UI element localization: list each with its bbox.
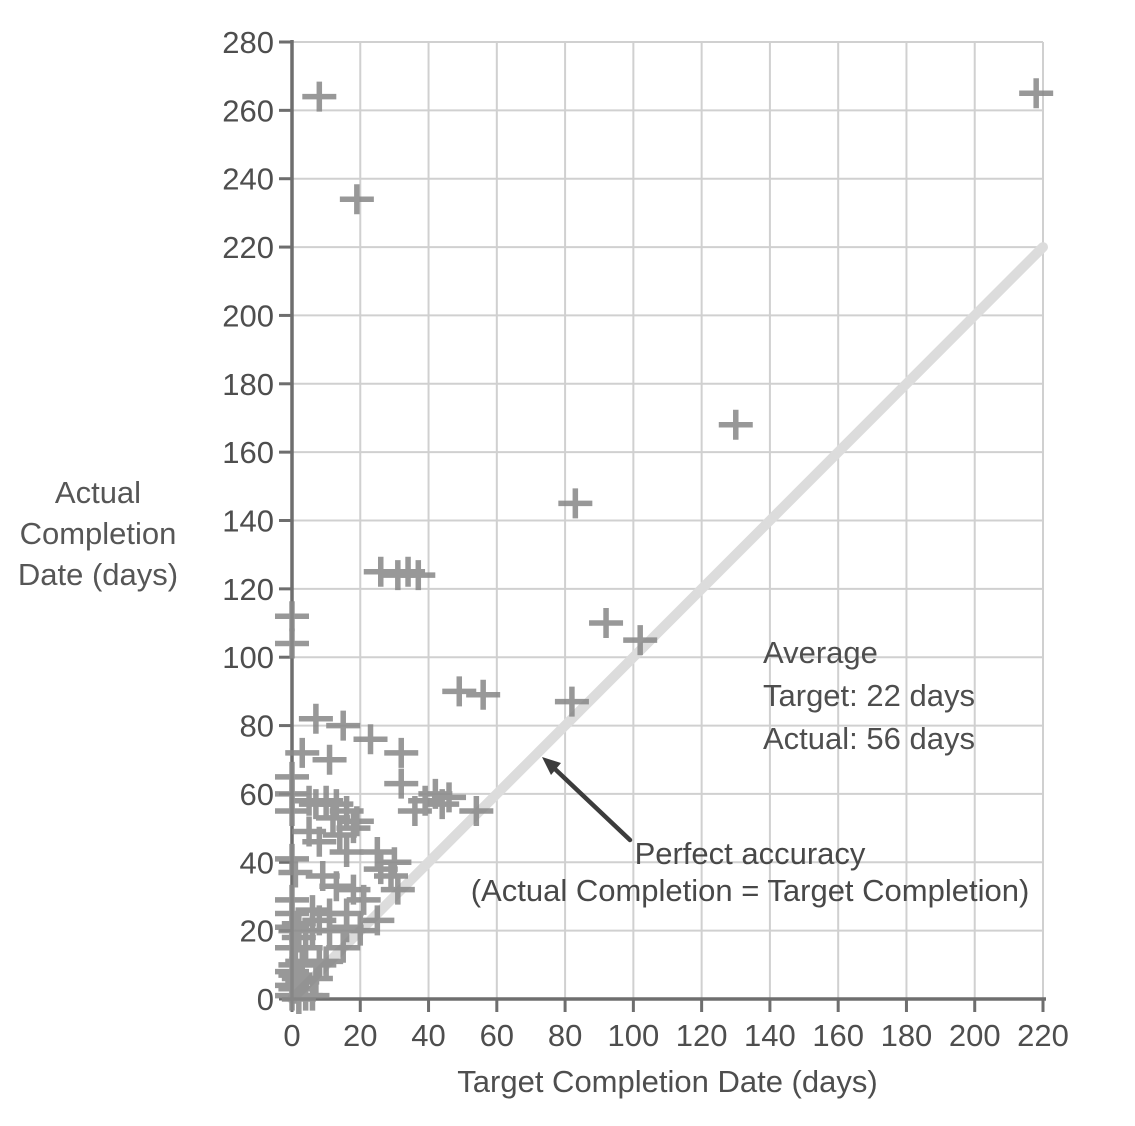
data-point-plus-marker [326,710,361,741]
y-axis-title: Actual Completion Date (days) [2,472,194,595]
data-point-plus-marker [288,932,323,963]
data-point-plus-marker [278,857,313,888]
x-tick-label: 180 [881,1018,933,1053]
perfect-accuracy-line [287,242,1048,1004]
data-point-plus-marker [401,560,436,591]
y-tick-label: 280 [222,25,274,60]
x-tick-label: 80 [548,1018,582,1053]
data-point-plus-marker [554,686,589,717]
x-tick-label: 60 [480,1018,514,1053]
annotation-arrow-head [542,757,561,775]
data-point-plus-marker [285,737,320,768]
y-axis-title-line2: Completion [19,516,177,551]
average-annotation-line1: Average [763,635,878,670]
data-point-plus-marker [425,789,460,820]
data-point-plus-marker [343,915,378,946]
data-point-plus-marker [319,871,354,902]
x-tick-label: 100 [607,1018,659,1053]
average-annotation-line2: Target: 22 days [763,678,975,713]
data-point-plus-marker [346,884,381,915]
y-tick-label: 160 [222,435,274,470]
annotation-arrow-shaft [553,767,633,843]
data-point-plus-marker [329,837,364,868]
y-tick-label: 60 [240,777,274,812]
x-tick-label: 120 [676,1018,728,1053]
x-tick-label: 200 [949,1018,1001,1053]
data-point-plus-marker [312,915,347,946]
data-point-plus-marker [312,744,347,775]
data-point-plus-marker [589,608,624,639]
data-point-plus-marker [1019,78,1054,109]
x-tick-label: 140 [744,1018,796,1053]
y-tick-label: 20 [240,914,274,949]
x-axis-title: Target Completion Date (days) [457,1064,878,1099]
data-point-plus-marker [275,628,309,659]
data-point-plus-marker [432,782,467,813]
y-tick-label: 140 [222,504,274,539]
perfect-accuracy-line1: Perfect accuracy [634,836,866,871]
data-point-plus-marker [298,703,333,734]
data-point-plus-marker [326,932,361,963]
data-point-plus-marker [336,813,371,844]
data-point-plus-marker [295,980,330,1011]
y-tick-label: 180 [222,367,274,402]
data-point-plus-marker [275,843,309,874]
y-axis-title-line1: Actual [54,475,142,510]
x-tick-label: 20 [343,1018,377,1053]
data-point-plus-marker [339,184,374,215]
data-point-plus-marker [384,768,419,799]
y-tick-label: 240 [222,162,274,197]
perfect-accuracy-line2: (Actual Completion = Target Completion) [470,873,1030,908]
data-point-plus-marker [278,949,313,980]
y-tick-label: 80 [240,709,274,744]
data-point-plus-marker [373,860,408,891]
scatter-points [275,78,1054,1014]
perfect-accuracy-annotation: Perfect accuracy (Actual Completion = Ta… [400,835,1100,909]
y-tick-label: 200 [222,298,274,333]
data-point-plus-marker [302,826,337,857]
data-point-plus-marker [558,488,593,519]
x-tick-label: 0 [283,1018,300,1053]
data-point-plus-marker [380,874,415,905]
y-tick-label: 220 [222,230,274,265]
y-tick-label: 100 [222,640,274,675]
data-point-plus-marker [353,724,388,755]
data-point-plus-marker [384,737,419,768]
data-point-plus-marker [459,796,494,827]
data-point-plus-marker [339,806,374,837]
data-point-plus-marker [275,796,309,827]
data-point-plus-marker [466,679,501,710]
data-point-plus-marker [302,81,337,112]
x-tick-label: 40 [411,1018,445,1053]
average-annotation-line3: Actual: 56 days [763,721,975,756]
data-point-plus-marker [377,847,412,878]
data-point-plus-marker [623,625,658,656]
data-point-plus-marker [309,946,344,977]
x-tick-label: 160 [812,1018,864,1053]
y-tick-label: 0 [257,982,274,1017]
data-point-plus-marker [718,409,753,440]
average-annotation: Average Target: 22 days Actual: 56 days [763,631,975,760]
data-point-plus-marker [360,905,395,936]
data-point-plus-marker [275,601,309,632]
data-point-plus-marker [360,837,395,868]
y-axis-title-line3: Date (days) [17,557,179,592]
y-tick-label: 260 [222,93,274,128]
y-tick-label: 40 [240,845,274,880]
data-point-plus-marker [442,676,477,707]
y-tick-label: 120 [222,572,274,607]
x-tick-label: 220 [1017,1018,1069,1053]
